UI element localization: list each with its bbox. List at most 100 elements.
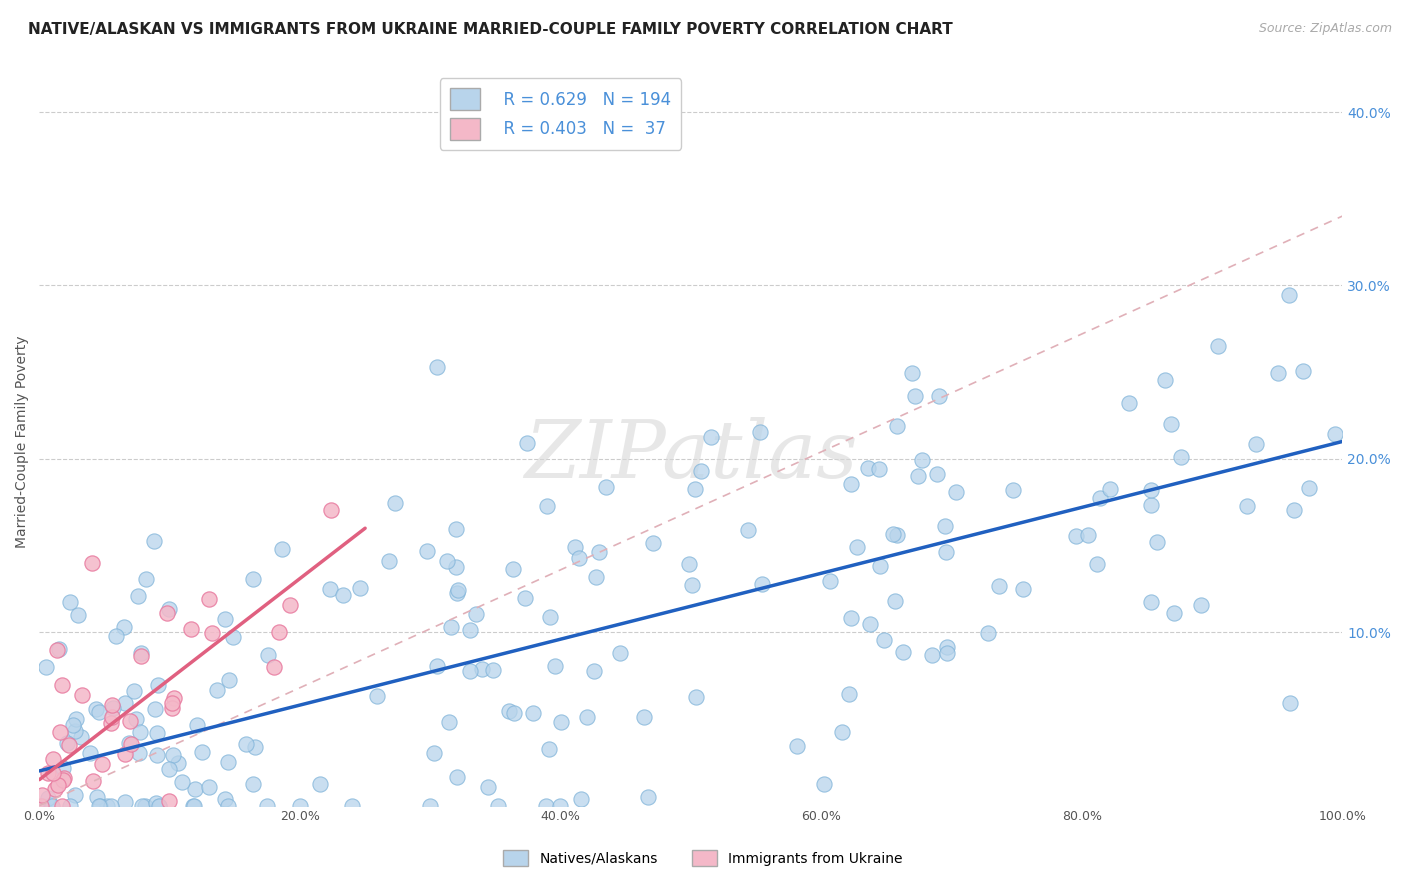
Point [447,582,470,597]
Point [1284,503,1306,517]
Point [263,660,285,674]
Point [49,724,72,739]
Point [96,798,118,813]
Point [65,712,87,726]
Point [548,798,571,813]
Point [1011,582,1033,596]
Point [465,607,488,621]
Point [41,798,63,813]
Point [214,612,236,626]
Point [813,777,835,791]
Point [1090,491,1112,505]
Point [569,792,592,806]
Point [678,557,700,571]
Point [1298,481,1320,495]
Point [101,698,124,712]
Point [1146,534,1168,549]
Point [129,646,152,660]
Point [58,738,80,752]
Point [426,359,449,374]
Point [460,623,482,637]
Point [256,798,278,813]
Point [869,558,891,573]
Point [214,792,236,806]
Point [172,775,194,789]
Point [1085,558,1108,572]
Point [70,730,93,744]
Point [904,389,927,403]
Point [886,419,908,434]
Point [148,798,170,813]
Point [873,633,896,648]
Point [921,648,943,663]
Point [163,690,186,705]
Point [588,545,610,559]
Point [146,726,169,740]
Point [1140,499,1163,513]
Point [1236,500,1258,514]
Point [135,572,157,586]
Point [37,791,59,805]
Point [516,436,538,450]
Point [426,659,449,673]
Point [977,625,1000,640]
Point [1077,528,1099,542]
Point [205,682,228,697]
Point [859,616,882,631]
Point [884,593,907,607]
Point [30,798,52,813]
Point [44,781,66,796]
Point [319,503,342,517]
Point [700,430,723,444]
Point [269,625,291,640]
Point [114,795,136,809]
Point [51,798,73,813]
Point [143,702,166,716]
Point [685,483,707,497]
Point [59,595,82,609]
Point [925,467,948,482]
Point [550,715,572,730]
Point [42,766,65,780]
Point [503,706,526,721]
Point [65,723,87,738]
Point [1292,364,1315,378]
Point [131,798,153,813]
Point [749,425,772,440]
Point [471,662,494,676]
Point [278,598,301,612]
Point [242,572,264,586]
Point [609,646,631,660]
Point [191,745,214,759]
Point [564,540,586,554]
Point [160,700,183,714]
Point [52,771,75,785]
Point [481,663,503,677]
Point [934,519,956,533]
Point [101,701,124,715]
Point [288,798,311,813]
Point [1170,450,1192,464]
Point [681,578,703,592]
Point [444,522,467,536]
Point [52,761,75,775]
Point [423,747,446,761]
Point [127,589,149,603]
Point [685,690,707,704]
Point [1279,697,1302,711]
Point [221,630,243,644]
Point [641,535,664,549]
Point [235,737,257,751]
Point [46,643,69,657]
Point [114,747,136,761]
Y-axis label: Married-Couple Family Poverty: Married-Couple Family Poverty [15,335,30,548]
Point [1154,373,1177,387]
Point [100,716,122,731]
Point [349,581,371,595]
Point [1278,288,1301,302]
Point [595,480,617,494]
Point [839,611,862,625]
Point [786,739,808,753]
Point [936,646,959,660]
Point [52,773,75,788]
